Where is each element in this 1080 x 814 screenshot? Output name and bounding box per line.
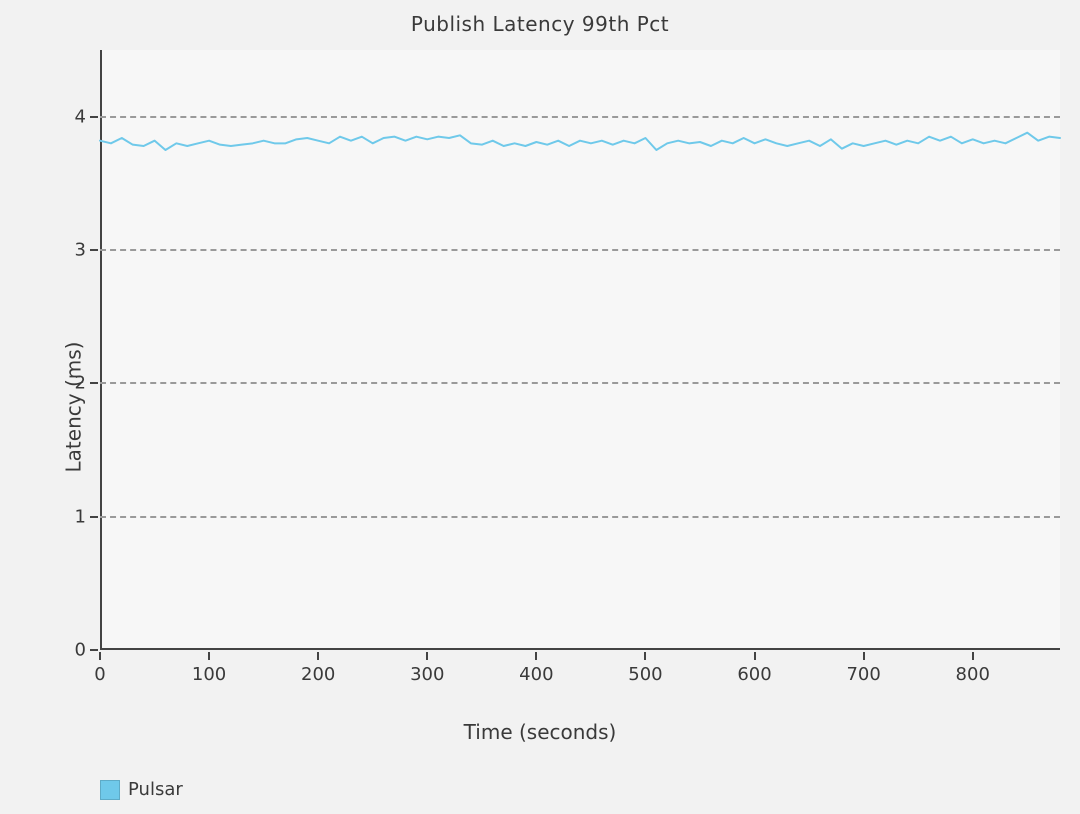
y-tick [90, 382, 98, 384]
x-tick [535, 652, 537, 660]
x-tick-label: 0 [94, 664, 105, 685]
y-tick [90, 249, 98, 251]
plot-area: 012340100200300400500600700800 [100, 50, 1060, 650]
x-tick-label: 500 [628, 664, 662, 685]
y-axis-label: Latency (ms) [61, 342, 85, 473]
y-tick-label: 1 [75, 506, 86, 527]
x-tick-label: 200 [301, 664, 335, 685]
y-tick [90, 516, 98, 518]
x-tick [754, 652, 756, 660]
x-tick [99, 652, 101, 660]
x-axis-label: Time (seconds) [0, 720, 1080, 744]
legend-label: Pulsar [128, 779, 183, 800]
gridline [100, 116, 1060, 118]
y-tick-label: 0 [75, 640, 86, 661]
x-tick [644, 652, 646, 660]
x-tick-label: 800 [956, 664, 990, 685]
chart-title: Publish Latency 99th Pct [0, 12, 1080, 36]
x-tick [317, 652, 319, 660]
x-tick [863, 652, 865, 660]
x-tick-label: 100 [192, 664, 226, 685]
x-tick-label: 300 [410, 664, 444, 685]
y-tick-label: 2 [75, 373, 86, 394]
y-tick-label: 3 [75, 240, 86, 261]
series-line [100, 133, 1060, 150]
legend: Pulsar [100, 779, 183, 800]
x-tick-label: 400 [519, 664, 553, 685]
y-tick [90, 649, 98, 651]
series-svg [100, 50, 1060, 650]
legend-swatch [100, 780, 120, 800]
gridline [100, 382, 1060, 384]
x-tick [972, 652, 974, 660]
y-tick [90, 116, 98, 118]
x-tick [208, 652, 210, 660]
x-tick [426, 652, 428, 660]
gridline [100, 516, 1060, 518]
x-tick-label: 700 [846, 664, 880, 685]
latency-chart: Publish Latency 99th Pct Latency (ms) 01… [0, 0, 1080, 814]
gridline [100, 249, 1060, 251]
x-tick-label: 600 [737, 664, 771, 685]
y-tick-label: 4 [75, 106, 86, 127]
